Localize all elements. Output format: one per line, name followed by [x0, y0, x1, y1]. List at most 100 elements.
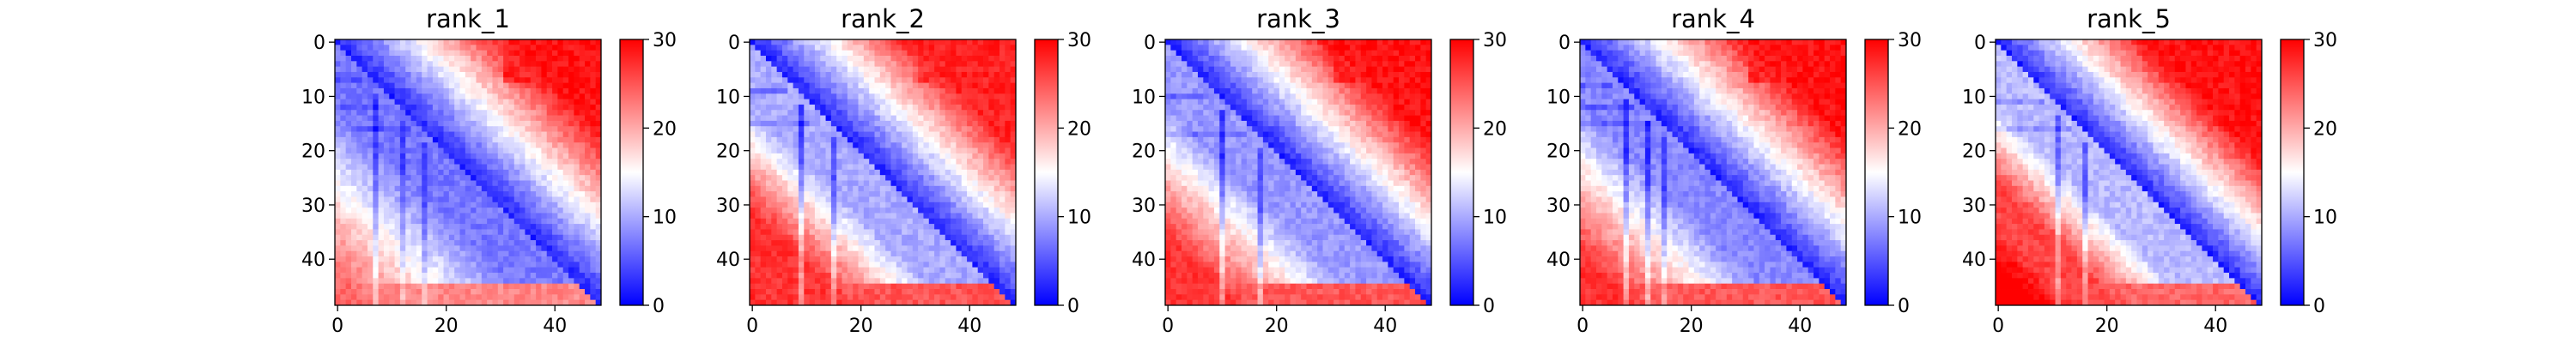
x-tick-label: 40 — [957, 316, 981, 337]
heatmap-cell — [999, 87, 1005, 94]
heatmap-cell — [951, 159, 957, 165]
heatmap-cell — [798, 224, 805, 230]
heatmap-cell — [443, 229, 450, 236]
heatmap-cell — [356, 66, 362, 73]
heatmap-cell — [961, 120, 968, 127]
heatmap-cell — [830, 142, 837, 148]
heatmap-cell — [389, 180, 395, 187]
heatmap-cell — [448, 294, 455, 301]
heatmap-cell — [546, 175, 553, 181]
heatmap-cell — [907, 218, 914, 225]
heatmap-cell — [541, 71, 548, 78]
heatmap-cell — [983, 202, 989, 208]
heatmap-cell — [356, 99, 362, 105]
heatmap-cell — [825, 71, 832, 78]
heatmap-cell — [939, 229, 946, 236]
heatmap-cell — [367, 142, 374, 148]
heatmap-cell — [825, 224, 832, 230]
heatmap-cell — [335, 153, 341, 159]
heatmap-cell — [847, 208, 854, 214]
heatmap-cell — [896, 283, 902, 290]
heatmap-cell — [956, 262, 963, 268]
heatmap-cell — [885, 234, 891, 241]
heatmap-cell — [536, 153, 542, 159]
heatmap-cell — [983, 196, 989, 203]
heatmap-cell — [574, 93, 580, 99]
heatmap-cell — [513, 224, 520, 230]
heatmap-cell — [562, 45, 569, 51]
heatmap-cell — [595, 229, 602, 236]
heatmap-cell — [345, 273, 352, 279]
heatmap-cell — [405, 71, 411, 78]
heatmap-cell — [765, 202, 772, 208]
heatmap-cell — [476, 82, 483, 89]
heatmap-cell — [361, 245, 368, 252]
heatmap-cell — [432, 234, 439, 241]
heatmap-cell — [427, 71, 434, 78]
heatmap-cell — [956, 267, 963, 274]
heatmap-cell — [1360, 39, 1367, 45]
heatmap-cell — [492, 136, 499, 143]
heatmap-cell — [536, 213, 542, 220]
heatmap-cell — [988, 45, 995, 51]
heatmap-cell — [902, 55, 908, 62]
heatmap-cell — [1246, 39, 1253, 45]
heatmap-cell — [530, 250, 537, 257]
heatmap-cell — [993, 213, 1000, 220]
heatmap-cell — [416, 66, 422, 73]
heatmap-cell — [519, 77, 526, 83]
heatmap-cell — [1005, 82, 1012, 89]
heatmap-cell — [787, 77, 793, 83]
heatmap-cell — [793, 142, 799, 148]
heatmap-cell — [945, 87, 951, 94]
heatmap-cell — [443, 245, 450, 252]
heatmap-cell — [912, 45, 919, 51]
heatmap-cell — [465, 104, 471, 111]
heatmap-cell — [471, 153, 477, 159]
heatmap-cell — [568, 218, 574, 225]
heatmap-cell — [373, 55, 379, 62]
heatmap-cell — [874, 159, 881, 165]
heatmap-cell — [972, 278, 979, 285]
heatmap-cell — [885, 256, 891, 262]
heatmap-cell — [776, 240, 783, 246]
heatmap-cell — [427, 136, 434, 143]
heatmap-cell — [787, 82, 793, 89]
heatmap-cell — [993, 245, 1000, 252]
heatmap-cell — [755, 50, 762, 57]
heatmap-cell — [993, 136, 1000, 143]
heatmap-cell — [907, 273, 914, 279]
heatmap-cell — [902, 50, 908, 57]
heatmap-cell — [993, 278, 1000, 285]
heatmap-cell — [809, 131, 816, 138]
heatmap-cell — [568, 55, 574, 62]
heatmap-cell — [879, 99, 886, 105]
heatmap-cell — [972, 87, 979, 94]
heatmap-cell — [399, 77, 406, 83]
heatmap-cell — [853, 208, 859, 214]
heatmap-cell — [443, 147, 450, 154]
heatmap-cell — [530, 159, 537, 165]
heatmap-cell — [394, 180, 401, 187]
heatmap-cell — [373, 240, 379, 246]
heatmap-cell — [755, 159, 762, 165]
heatmap-cell — [422, 115, 428, 122]
heatmap-cell — [492, 185, 499, 192]
heatmap-cell — [972, 273, 979, 279]
heatmap-cell — [513, 278, 520, 285]
heatmap-cell — [562, 262, 569, 268]
heatmap-cell — [863, 245, 870, 252]
heatmap-cell — [836, 99, 842, 105]
heatmap-cell — [787, 283, 793, 290]
heatmap-cell — [394, 208, 401, 214]
heatmap-cell — [1005, 164, 1012, 171]
heatmap-cell — [503, 283, 509, 290]
heatmap-cell — [595, 196, 602, 203]
heatmap-cell — [983, 126, 989, 132]
heatmap-cell — [956, 50, 963, 57]
heatmap-cell — [879, 45, 886, 51]
heatmap-cell — [476, 93, 483, 99]
heatmap-cell — [945, 175, 951, 181]
heatmap-cell — [951, 55, 957, 62]
heatmap-cell — [874, 131, 881, 138]
